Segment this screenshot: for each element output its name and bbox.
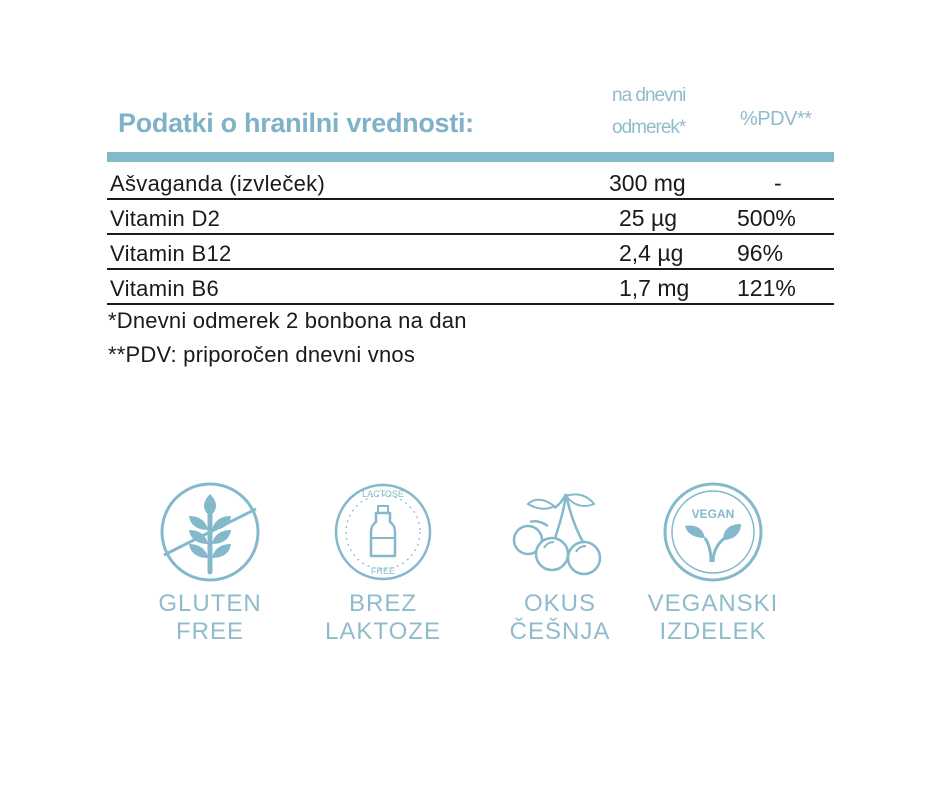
nutrient-pdv: 121%: [737, 275, 796, 301]
footnote-daily-dose: *Dnevni odmerek 2 bonbona na dan: [108, 308, 467, 333]
nutrient-amount: 2,4 µg: [619, 240, 684, 266]
nutrient-pdv: 96%: [737, 240, 784, 266]
nutrient-pdv: -: [774, 170, 782, 196]
badge-label-line1: BREZ: [348, 590, 417, 617]
footnote-pdv: **PDV: priporočen dnevni vnos: [108, 342, 416, 367]
vegan-badge: VEGAN VEGANSKI IZDELEK: [638, 480, 788, 646]
badge-label-line1: GLUTEN: [158, 590, 262, 617]
nutrient-amount: 1,7 mg: [619, 275, 690, 301]
row-divider: [107, 198, 834, 200]
column-header-daily-dose: na dnevni odmerek*: [612, 80, 724, 144]
table-header-bar: [107, 152, 834, 162]
badge-label: BREZ LAKTOZE: [308, 590, 458, 646]
nutrient-amount: 300 mg: [609, 170, 686, 196]
row-divider: [107, 303, 834, 305]
badge-label-line2: IZDELEK: [659, 618, 767, 645]
gluten-free-badge: GLUTEN FREE: [135, 480, 285, 646]
wheat-crossed-icon: [160, 482, 260, 582]
nutrient-pdv: 500%: [737, 205, 796, 231]
badge-label-line1: OKUS: [523, 590, 596, 617]
badge-label: OKUS ČEŠNJA: [485, 590, 635, 646]
nutrient-name: Vitamin D2: [110, 206, 221, 231]
ring-text-bottom: FREE: [371, 566, 395, 576]
table-title: Podatki o hranilni vrednosti:: [118, 108, 474, 138]
badge-label-line2: ČEŠNJA: [509, 618, 611, 645]
badge-label-line2: LAKTOZE: [325, 618, 441, 645]
badge-label-line1: VEGANSKI: [647, 590, 779, 617]
lactose-free-badge: LACTOSE FREE BREZ LAKTOZE: [308, 480, 458, 646]
nutrient-name: Ašvaganda (izvleček): [110, 171, 326, 196]
table-row: Ašvaganda (izvleček) 300 mg -: [107, 166, 834, 200]
table-row: Vitamin B12 2,4 µg 96%: [107, 236, 834, 270]
vegan-leaf-icon: VEGAN: [663, 482, 763, 582]
cherry-flavour-badge: OKUS ČEŠNJA: [485, 480, 635, 646]
cherry-icon: [512, 493, 602, 576]
table-row: Vitamin D2 25 µg 500%: [107, 201, 834, 235]
nutrient-name: Vitamin B12: [110, 241, 232, 266]
ring-text: VEGAN: [692, 507, 735, 521]
badge-label-line2: FREE: [175, 618, 244, 645]
nutrient-amount: 25 µg: [619, 205, 678, 231]
ring-text-top: LACTOSE: [362, 489, 404, 499]
lactose-free-bottle-icon: LACTOSE FREE: [334, 483, 432, 581]
row-divider: [107, 233, 834, 235]
column-header-daily-dose-line2: odmerek*: [612, 117, 686, 138]
column-header-daily-dose-line1: na dnevni: [612, 85, 686, 106]
badge-label: VEGANSKI IZDELEK: [638, 590, 788, 646]
row-divider: [107, 268, 834, 270]
table-row: Vitamin B6 1,7 mg 121%: [107, 271, 834, 305]
column-header-pdv: %PDV**: [740, 108, 812, 130]
nutrient-name: Vitamin B6: [110, 276, 219, 301]
badge-label: GLUTEN FREE: [135, 590, 285, 646]
